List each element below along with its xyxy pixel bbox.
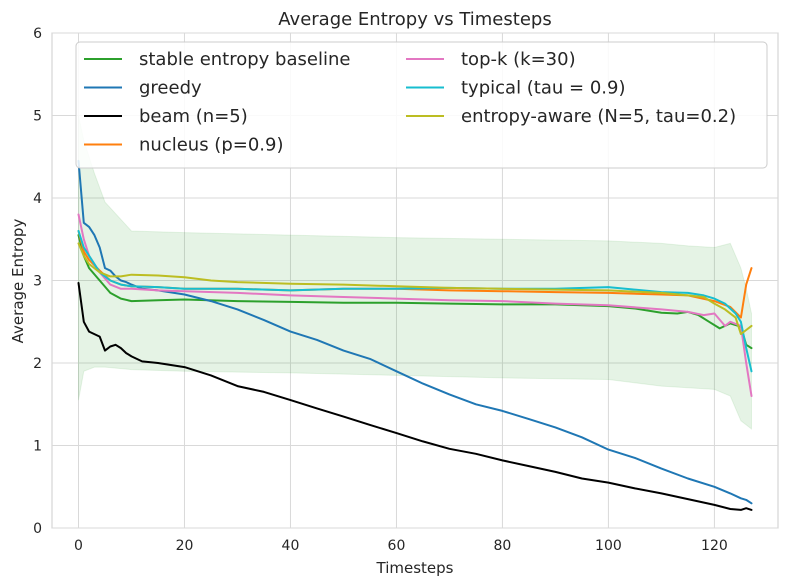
stable-entropy-confidence-band [78,115,752,431]
legend-label: stable entropy baseline [139,49,350,70]
series-line-top-k-k-30 [77,213,753,397]
series-line-beam-n-5 [77,282,753,511]
y-tick-label: 4 [33,191,42,207]
y-tick-label: 2 [33,356,42,372]
tick-labels: 0 20 40 60 80 100 120 0 1 2 3 4 5 6 [33,26,728,554]
chart-title: Average Entropy vs Timesteps [278,9,551,30]
confidence-band-layer [78,115,752,431]
legend-label: greedy [139,78,202,99]
series-line-typical-tau-0-9 [77,230,753,373]
legend-box [75,41,768,169]
y-tick-label: 0 [33,521,42,537]
legend-label: nucleus (p=0.9) [139,135,283,156]
series-layer [77,159,753,511]
legend-label: top-k (k=30) [461,49,576,70]
legend: stable entropy baseline greedy beam (n=5) n… [75,41,768,169]
x-tick-label: 20 [176,538,194,554]
y-axis-label: Average Entropy [9,219,27,344]
x-tick-label: 60 [388,538,406,554]
legend-label: beam (n=5) [139,106,248,127]
x-tick-label: 120 [701,538,728,554]
series-line-entropy-aware-n-5-tau-0-2 [77,242,753,336]
legend-label: entropy-aware (N=5, tau=0.2) [461,106,736,127]
x-axis-label: Timesteps [376,559,454,577]
y-tick-label: 1 [33,439,42,455]
series-line-stable-entropy-baseline [77,234,753,350]
legend-label: typical (tau = 0.9) [461,78,625,99]
x-tick-label: 40 [282,538,300,554]
x-tick-label: 0 [74,538,83,554]
y-tick-label: 5 [33,109,42,125]
x-tick-label: 100 [595,538,622,554]
y-tick-label: 3 [33,274,42,290]
y-tick-label: 6 [33,26,42,42]
series-line-greedy [77,159,753,505]
x-tick-label: 80 [494,538,512,554]
